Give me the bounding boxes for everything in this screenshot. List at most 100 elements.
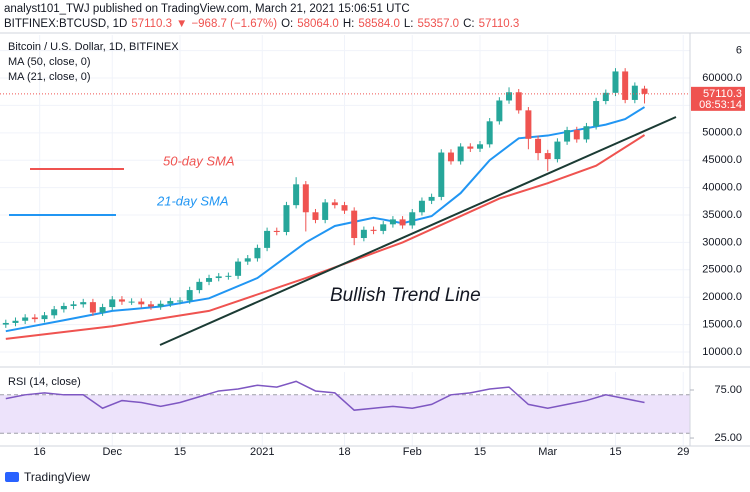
y-tick-label: 50000.0: [702, 127, 742, 139]
header-field: BITFINEX:BTCUSD, 1D: [4, 18, 127, 30]
candle-body: [583, 126, 590, 140]
candle-body: [380, 224, 387, 231]
candle-body: [593, 101, 600, 127]
y-tick-label: 45000.0: [702, 154, 742, 166]
candle-body: [235, 261, 242, 276]
y-tick-label: 30000.0: [702, 236, 742, 248]
candle-body: [254, 247, 261, 259]
candle-body: [409, 212, 416, 226]
candle-body: [109, 299, 116, 308]
candle-body: [80, 302, 87, 305]
y-tick-label: 75.00: [714, 384, 742, 396]
candle-body: [312, 212, 319, 220]
candle-body: [31, 317, 38, 320]
x-tick-label: Dec: [102, 446, 122, 458]
countdown-label: 08:53:14: [699, 99, 742, 111]
header-field: C:: [463, 18, 475, 30]
plot-area: [0, 35, 690, 446]
candle-body: [622, 71, 629, 100]
x-tick-label: Feb: [403, 446, 422, 458]
y-tick-label: 6: [736, 45, 742, 57]
candle-body: [360, 229, 367, 239]
candle-body: [225, 275, 232, 277]
candle-body: [612, 71, 619, 93]
header-field: 57110.3: [131, 18, 172, 30]
y-tick-label: 10000.0: [702, 346, 742, 358]
candle-body: [2, 322, 9, 325]
candle-body: [506, 92, 513, 101]
annotation: 21-day SMA: [156, 193, 229, 208]
annotation: Bullish Trend Line: [330, 285, 481, 306]
trend-line: [159, 116, 677, 346]
header-field: L:: [404, 18, 414, 30]
header-field: O:: [281, 18, 293, 30]
candle-body: [99, 307, 106, 313]
candle-body: [535, 138, 542, 154]
candle-body: [264, 230, 271, 248]
candle-body: [206, 278, 213, 282]
x-tick-label: 29: [677, 446, 689, 458]
candle-body: [457, 146, 464, 162]
y-tick-label: 35000.0: [702, 209, 742, 221]
legend-entry: MA (21, close, 0): [8, 71, 91, 83]
header-field: 55357.0: [418, 18, 460, 30]
candle-body: [477, 144, 483, 149]
rsi-line: [5, 380, 645, 411]
candle-body: [447, 152, 454, 162]
candle-body: [41, 315, 48, 320]
candle-body: [438, 152, 445, 197]
candle-body: [370, 229, 377, 231]
candle-body: [293, 184, 300, 206]
x-tick-label: Mar: [538, 446, 557, 458]
candle-body: [244, 258, 251, 262]
candle-body: [138, 301, 145, 305]
candle-body: [564, 130, 571, 142]
candle-body: [196, 281, 203, 291]
candle-body: [128, 301, 135, 303]
candle-body: [322, 202, 329, 220]
logo-icon: [5, 472, 19, 482]
candle-body: [399, 219, 406, 226]
candle-body: [631, 85, 638, 100]
candle-body: [525, 110, 532, 139]
header-field: −968.7 (−1.67%): [191, 18, 277, 30]
annotation: 50-day SMA: [163, 153, 235, 168]
y-tick-label: 25.00: [714, 432, 742, 444]
candle-body: [418, 200, 425, 213]
candle-body: [147, 304, 154, 307]
candle-body: [186, 290, 193, 301]
candle-body: [157, 303, 164, 307]
candle-body: [51, 309, 58, 316]
candle-body: [467, 146, 474, 149]
candle-body: [554, 141, 561, 160]
candle-body: [573, 130, 580, 140]
x-tick-label: 16: [34, 446, 46, 458]
x-tick-label: 15: [174, 446, 186, 458]
candle-body: [602, 92, 609, 102]
candle-body: [486, 121, 493, 145]
candle-body: [12, 320, 19, 323]
candle-body: [428, 196, 435, 201]
candle-body: [302, 184, 309, 213]
header-field: ▼: [176, 18, 187, 30]
y-tick-label: 20000.0: [702, 291, 742, 303]
header-field: H:: [343, 18, 355, 30]
candle-body: [70, 304, 77, 306]
candle-body: [60, 305, 67, 310]
footer-brand: TradingView: [24, 470, 90, 484]
candle-body: [89, 302, 96, 313]
y-tick-label: 40000.0: [702, 182, 742, 194]
candle-body: [273, 230, 280, 232]
header-field: 58064.0: [297, 18, 339, 30]
logo: TradingView: [5, 470, 90, 484]
header-line: analyst101_TWJ published on TradingView.…: [4, 3, 410, 15]
candle-body: [496, 100, 503, 122]
candle-body: [351, 210, 358, 239]
chart-title: Bitcoin / U.S. Dollar, 1D, BITFINEX: [8, 41, 179, 53]
price-tag-label: 57110.3: [703, 88, 742, 100]
symbol-line: BITFINEX:BTCUSD, 1D 57110.3 ▼ −968.7 (−1.67…: [4, 18, 519, 30]
candle-body: [389, 219, 396, 225]
candle-body: [641, 88, 648, 94]
